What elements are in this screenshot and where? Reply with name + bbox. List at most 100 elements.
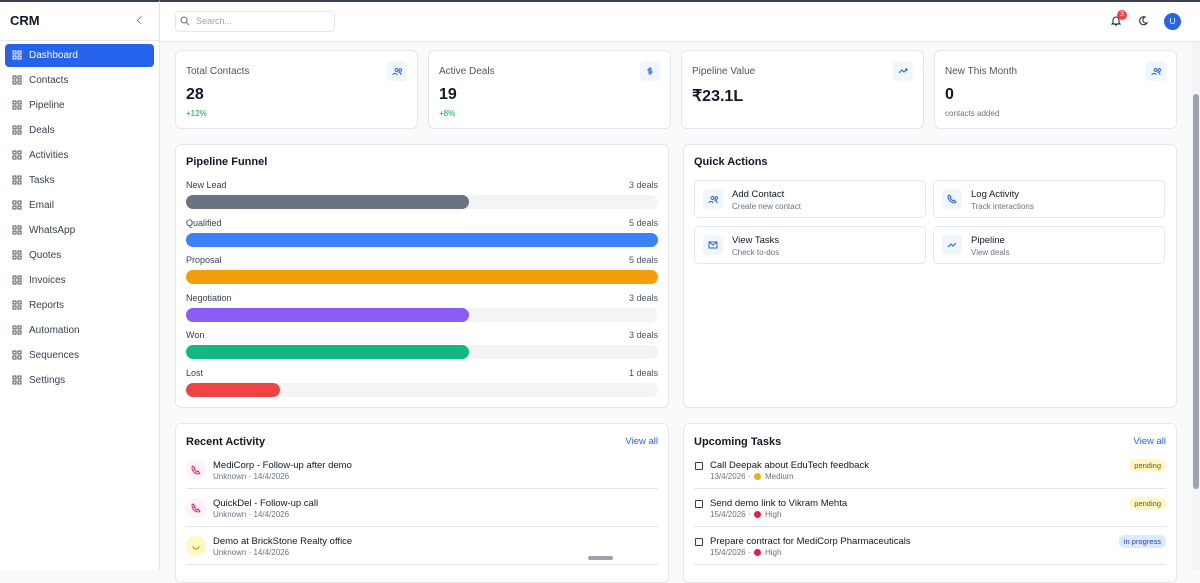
quick-action[interactable]: Add Contact Create new contact [694,180,926,218]
icon-glyph [12,125,22,135]
icon-glyph [12,350,22,360]
search-placeholder: Search... [196,16,233,26]
icon-glyph [180,16,190,26]
icon-path [12,125,22,135]
icon-path [12,300,22,310]
divider [694,488,1166,489]
view-all-link[interactable]: View all [1133,436,1166,447]
action-subtitle: Track interactions [971,202,1034,211]
divider [694,526,1166,527]
icon-glyph [191,465,201,475]
icon-glyph [12,150,22,160]
task-date: 15/4/2026 · [710,548,751,557]
icon-glyph [12,100,22,110]
icon [12,75,22,85]
icon-path [191,465,201,475]
icon-glyph [947,242,957,248]
icon-path [12,275,22,285]
card-title: Upcoming Tasks [694,436,782,448]
icon [12,250,22,260]
stat-card: Pipeline Value ₹23.1L [681,50,924,129]
icon-path [12,250,22,260]
nav-item[interactable]: Settings [5,369,154,392]
icon-glyph [647,67,653,75]
stat-label: Pipeline Value [692,66,756,77]
icon[interactable] [1137,15,1149,27]
icon-path [12,200,22,210]
task-title: Send demo link to Vikram Mehta [710,498,848,509]
stat-card: Total Contacts 28 +12% [175,50,418,129]
nav-item[interactable]: WhatsApp [5,219,154,242]
icon-path [12,225,22,235]
icon [180,16,190,26]
task-checkbox[interactable] [695,538,703,546]
nav-item[interactable]: Dashboard [5,44,154,67]
icon-path [12,350,22,360]
icon [893,61,913,81]
task-checkbox[interactable] [695,500,703,508]
icon-glyph [1139,16,1148,26]
stage-bar [186,382,281,397]
stat-card: New This Month 0 contacts added [934,50,1177,129]
icon-path [898,68,908,74]
icon-path [647,67,653,75]
nav-item[interactable]: Tasks [5,169,154,192]
search-box[interactable]: Search... [175,11,335,32]
icon-path [392,68,402,76]
stage-track [186,270,658,284]
icon [12,225,22,235]
recent-activity-card: Recent Activity View all MediCorp - Follow… [175,423,669,583]
icon-glyph [12,175,22,185]
stat-label: Active Deals [439,66,495,77]
icon [12,350,22,360]
card-title: Quick Actions [694,156,768,168]
icon [1146,61,1166,81]
nav-item[interactable]: Reports [5,294,154,317]
brand: CRM [10,13,40,28]
nav-item[interactable]: Contacts [5,69,154,92]
avatar[interactable]: U [1164,13,1181,30]
activity-title: Demo at BrickStone Realty office [213,536,353,547]
quick-action[interactable]: View Tasks Check to-dos [694,226,926,264]
priority-dot [754,473,761,480]
nav-item[interactable]: Email [5,194,154,217]
view-all-link[interactable]: View all [625,436,658,447]
stage-track [186,195,658,209]
icon-path [12,175,22,185]
icon [12,375,22,385]
nav-item[interactable]: Invoices [5,269,154,292]
nav-item[interactable]: Automation [5,319,154,342]
card-title: Recent Activity [186,436,266,448]
stage-bar [186,232,658,247]
nav-item[interactable]: Activities [5,144,154,167]
icon-glyph [708,196,718,204]
nav-item[interactable]: Sequences [5,344,154,367]
icon [703,235,723,255]
topbar: Search... 3 U [160,0,1200,42]
action-title: Log Activity [971,189,1020,200]
nav-item[interactable]: Deals [5,119,154,142]
stage-track [186,382,658,397]
stage-count: 3 deals [628,180,658,190]
stage-bar [186,307,470,322]
task-checkbox[interactable] [695,462,703,470]
activity-meta: Unknown · 14/4/2026 [213,510,290,519]
nav-item[interactable]: Pipeline [5,94,154,117]
task-priority: Medium [765,472,794,481]
sidebar: CRM Dashboard Contacts Pipeline Deals Activit… [0,0,160,570]
divider [186,526,658,527]
stat-value: ₹23.1L [692,88,744,105]
stat-value: 19 [439,86,457,103]
collapse-button[interactable] [137,16,145,24]
stage-name: Lost [186,367,204,378]
icon-path [12,325,22,335]
quick-action[interactable]: Pipeline View deals [933,226,1165,264]
divider [186,488,658,489]
stage-bar [186,345,470,359]
icon [942,189,962,209]
scrollbar [1192,42,1200,570]
quick-action[interactable]: Log Activity Track interactions [933,180,1165,218]
nav-item[interactable]: Quotes [5,244,154,267]
stat-note: +8% [439,109,456,118]
icon-path [191,503,201,513]
